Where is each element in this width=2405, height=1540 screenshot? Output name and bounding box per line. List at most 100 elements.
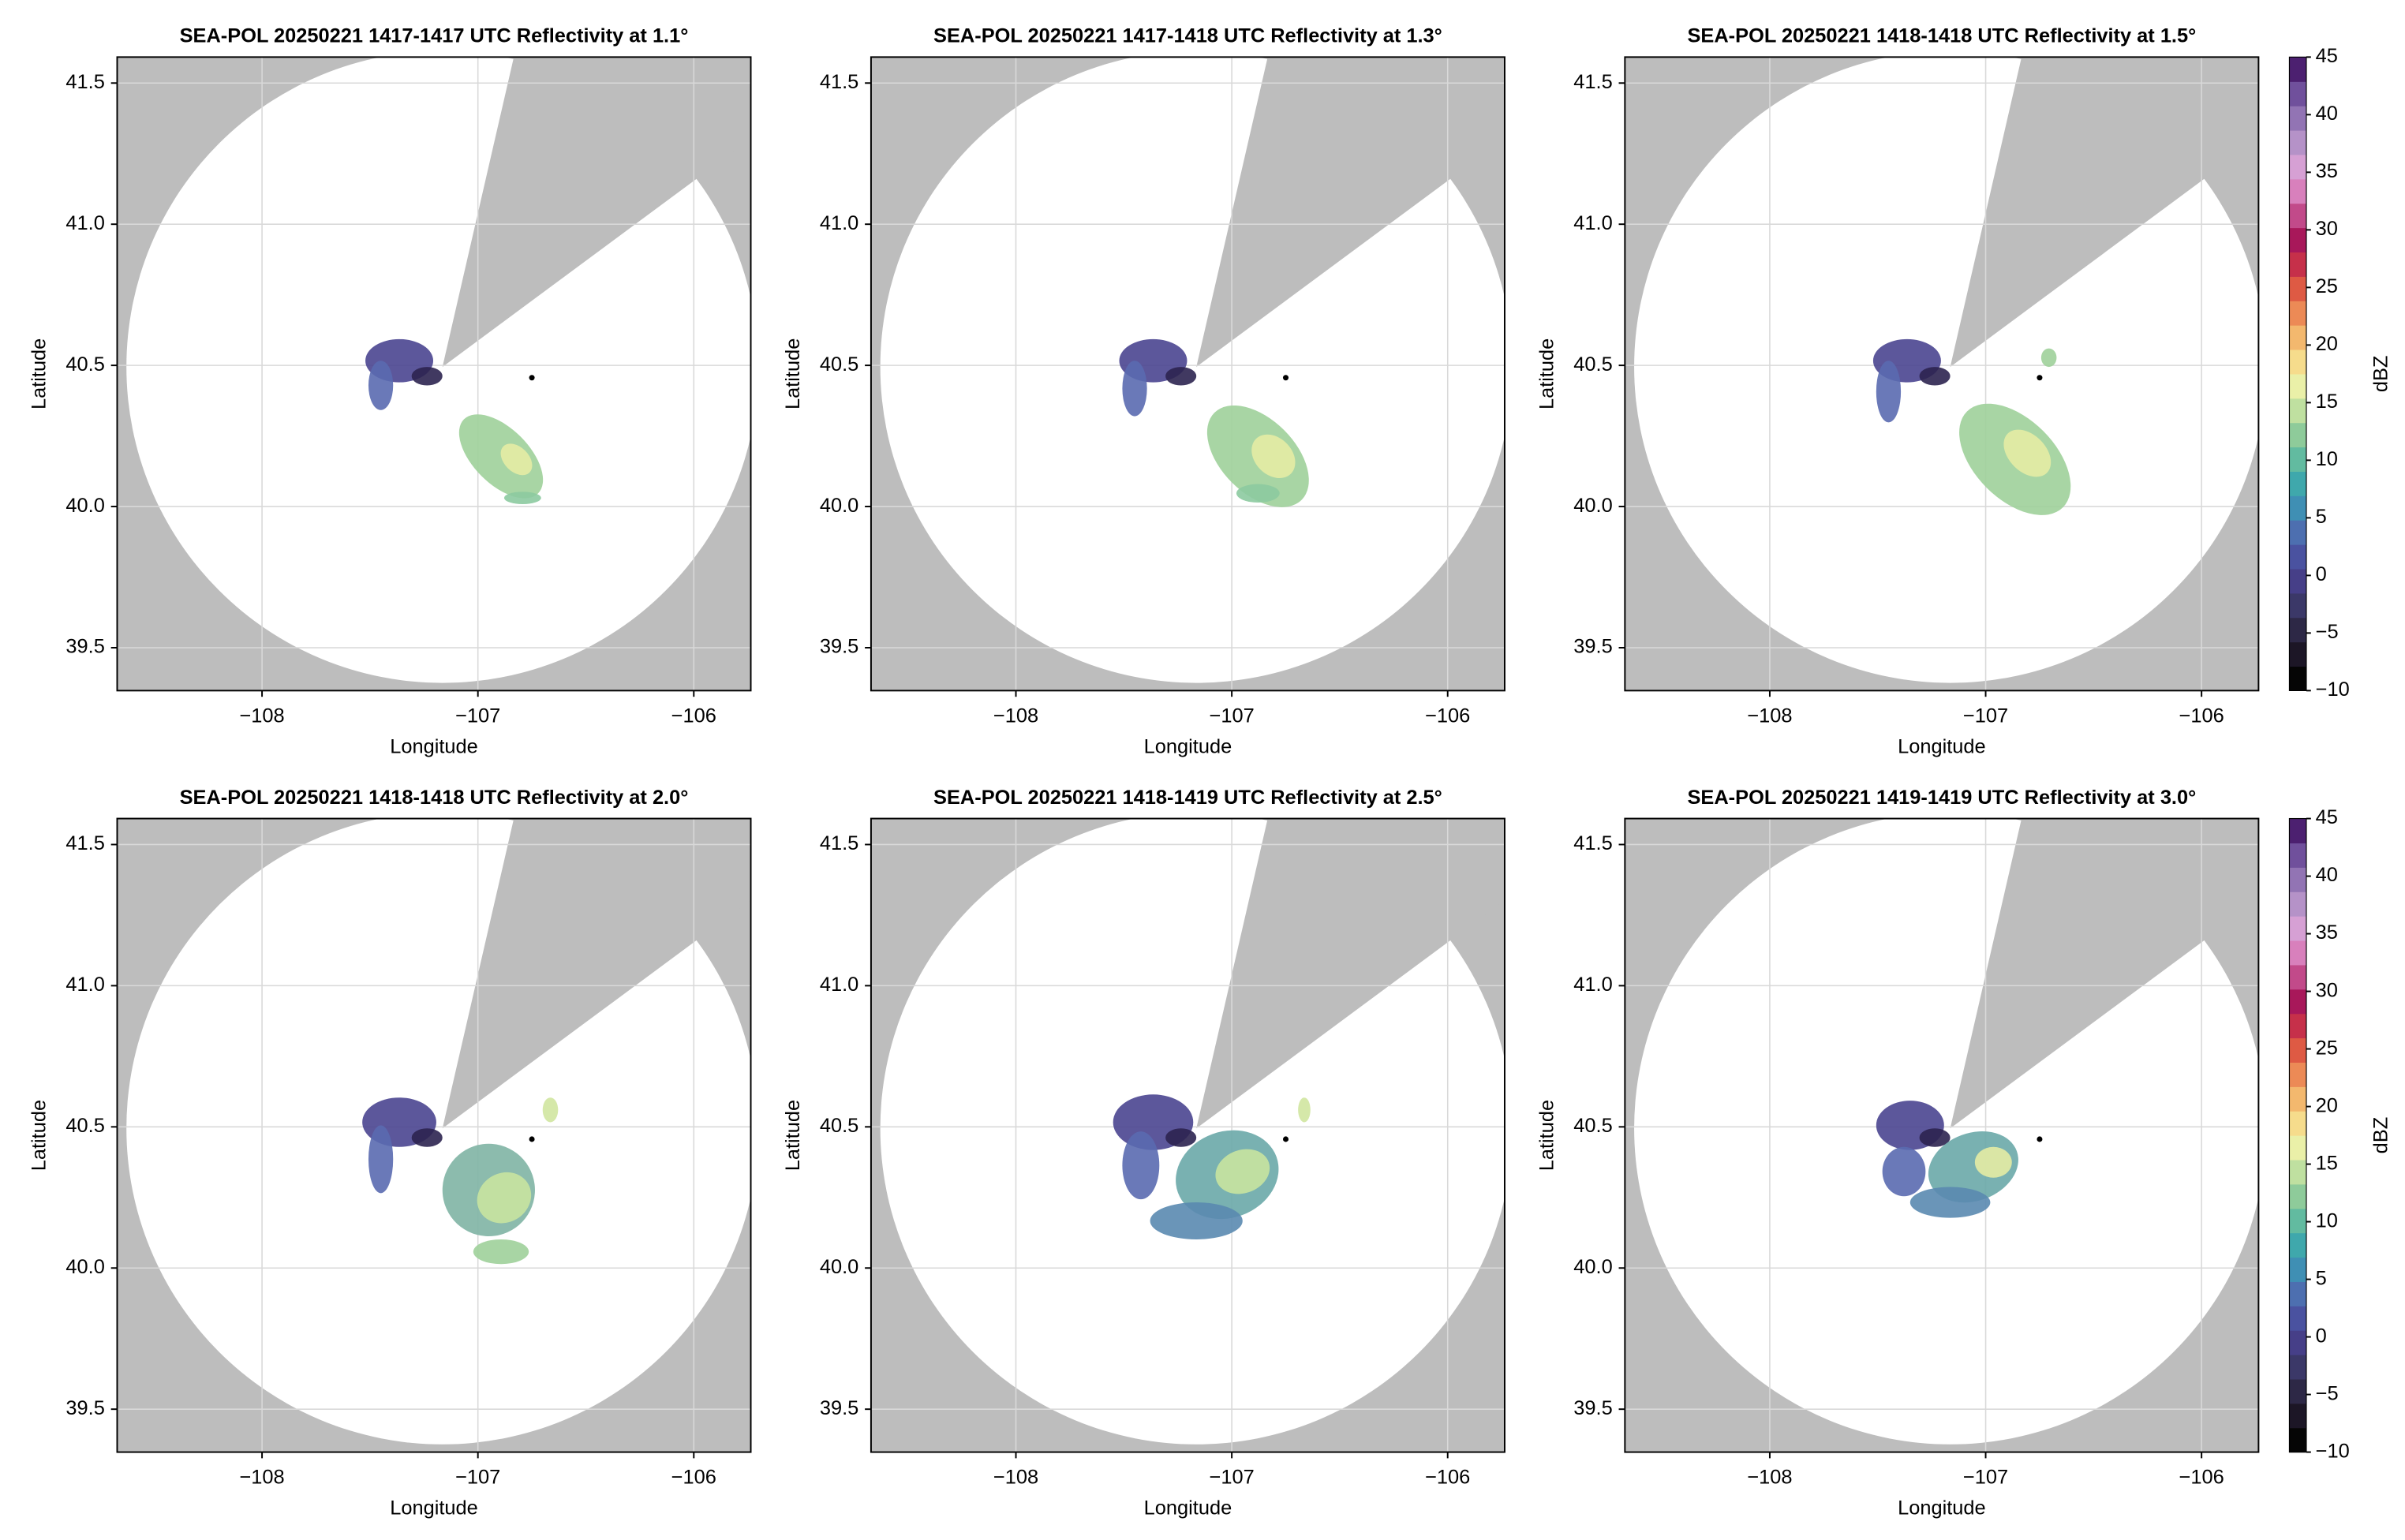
echo: [1122, 1131, 1160, 1200]
y-tick-label: 41.5: [65, 832, 104, 854]
radar-site: [529, 1136, 535, 1142]
blocked-sector: [442, 818, 751, 1129]
colorbar-band: [2289, 1159, 2306, 1185]
y-tick-label: 41.5: [65, 71, 104, 93]
colorbar-tick-label: 45: [2316, 45, 2338, 67]
x-tick-label: −108: [1747, 705, 1792, 727]
colorbar-band: [2289, 964, 2306, 990]
y-tick-label: 41.0: [1573, 212, 1612, 234]
colorbar-band: [2289, 276, 2306, 301]
colorbar-frame: [2288, 56, 2307, 691]
colorbar-band: [2289, 1306, 2306, 1331]
colorbar-band: [2289, 301, 2306, 326]
panel-title: SEA-POL 20250221 1418-1418 UTC Reflectiv…: [1687, 25, 2196, 47]
x-tick-label: −108: [993, 1466, 1038, 1488]
echo: [1909, 1187, 1991, 1218]
colorbar-band: [2289, 568, 2306, 594]
axes-frame: [870, 56, 1505, 692]
x-tick-label: −108: [239, 1466, 284, 1488]
colorbar-band: [2289, 818, 2306, 844]
echo: [1236, 484, 1280, 503]
colorbar-label: dBZ: [2369, 1117, 2392, 1154]
panel: SEA-POL 20250221 1417-1418 UTC Reflectiv…: [782, 25, 1505, 757]
colorbar-band: [2289, 1232, 2306, 1258]
echo: [1165, 367, 1197, 386]
colorbar-band: [2289, 1403, 2306, 1429]
colorbar-band: [2289, 1355, 2306, 1380]
echo: [542, 1097, 559, 1123]
echo: [1122, 361, 1147, 417]
colorbar-frame: [2288, 817, 2307, 1453]
x-tick-label: −108: [1747, 1466, 1792, 1488]
panel: SEA-POL 20250221 1418-1418 UTC Reflectiv…: [28, 787, 752, 1519]
panel: SEA-POL 20250221 1418-1419 UTC Reflectiv…: [782, 787, 1505, 1519]
blocked-sector: [1950, 818, 2259, 1129]
colorbar-band: [2289, 447, 2306, 472]
colorbar-band: [2289, 325, 2306, 350]
colorbar-tick-label: 15: [2316, 391, 2338, 413]
axes-frame: [1624, 56, 2260, 692]
y-tick-label: 41.0: [65, 212, 104, 234]
y-axis-label: Latitude: [28, 1100, 50, 1171]
x-axis-label: Longitude: [1144, 735, 1232, 757]
y-tick-label: 39.5: [65, 1397, 104, 1419]
colorbar-tick-label: 15: [2316, 1152, 2338, 1174]
panel: SEA-POL 20250221 1417-1417 UTC Reflectiv…: [28, 25, 752, 757]
x-tick-label: −108: [993, 705, 1038, 727]
colorbar-band: [2289, 891, 2306, 917]
x-tick-label: −107: [1210, 705, 1255, 727]
echo: [1974, 1146, 2012, 1178]
x-tick-label: −107: [1963, 705, 2008, 727]
colorbar-tick-label: 5: [2316, 506, 2327, 528]
y-tick-label: 39.5: [65, 636, 104, 658]
colorbar-tick-label: 25: [2316, 275, 2338, 297]
plot-area: [870, 818, 1505, 1452]
colorbar-tick-label: 30: [2316, 218, 2338, 240]
colorbar-band: [2289, 252, 2306, 277]
x-tick-label: −107: [455, 705, 500, 727]
x-axis-label: Longitude: [390, 735, 478, 757]
colorbar-band: [2289, 203, 2306, 229]
y-tick-label: 40.5: [820, 353, 858, 376]
colorbar-band: [2289, 1427, 2306, 1453]
y-tick-label: 40.0: [1573, 495, 1612, 517]
colorbar-band: [2289, 867, 2306, 892]
colorbar-band: [2289, 106, 2306, 131]
echo: [1165, 1128, 1197, 1147]
plot-area: [870, 57, 1505, 691]
axes-frame: [116, 817, 752, 1453]
colorbar-band: [2289, 1013, 2306, 1039]
colorbar-band: [2289, 1208, 2306, 1234]
colorbar-band: [2289, 520, 2306, 545]
y-tick-label: 39.5: [820, 1397, 858, 1419]
echo: [477, 1172, 532, 1224]
y-tick-label: 40.0: [65, 1256, 104, 1278]
echo: [1298, 1097, 1311, 1123]
x-tick-label: −108: [239, 705, 284, 727]
axes-frame: [116, 56, 752, 692]
colorbar-band: [2289, 1111, 2306, 1136]
colorbar-tick-label: 10: [2316, 1209, 2338, 1232]
panel-title: SEA-POL 20250221 1419-1419 UTC Reflectiv…: [1687, 787, 2196, 809]
echo: [2003, 429, 2052, 477]
echo: [1215, 1149, 1270, 1194]
x-tick-label: −106: [2179, 705, 2224, 727]
panel: SEA-POL 20250221 1418-1418 UTC Reflectiv…: [1535, 25, 2392, 758]
colorbar-tick-label: 35: [2316, 160, 2338, 182]
x-tick-label: −107: [455, 1466, 500, 1488]
colorbar-label: dBZ: [2369, 356, 2392, 393]
colorbar-band: [2289, 641, 2306, 667]
colorbar-band: [2289, 227, 2306, 253]
colorbar-tick-label: 0: [2316, 1325, 2327, 1347]
colorbar-band: [2289, 130, 2306, 155]
y-tick-label: 41.5: [1573, 71, 1612, 93]
y-axis-label: Latitude: [1535, 338, 1558, 409]
colorbar-tick-label: −10: [2316, 1440, 2350, 1462]
y-tick-label: 41.5: [1573, 832, 1612, 854]
colorbar-band: [2289, 592, 2306, 619]
y-tick-label: 41.0: [820, 974, 858, 996]
radar-site: [1282, 375, 1289, 381]
colorbar-band: [2289, 1330, 2306, 1355]
colorbar-band: [2289, 349, 2306, 375]
colorbar-band: [2289, 422, 2306, 448]
